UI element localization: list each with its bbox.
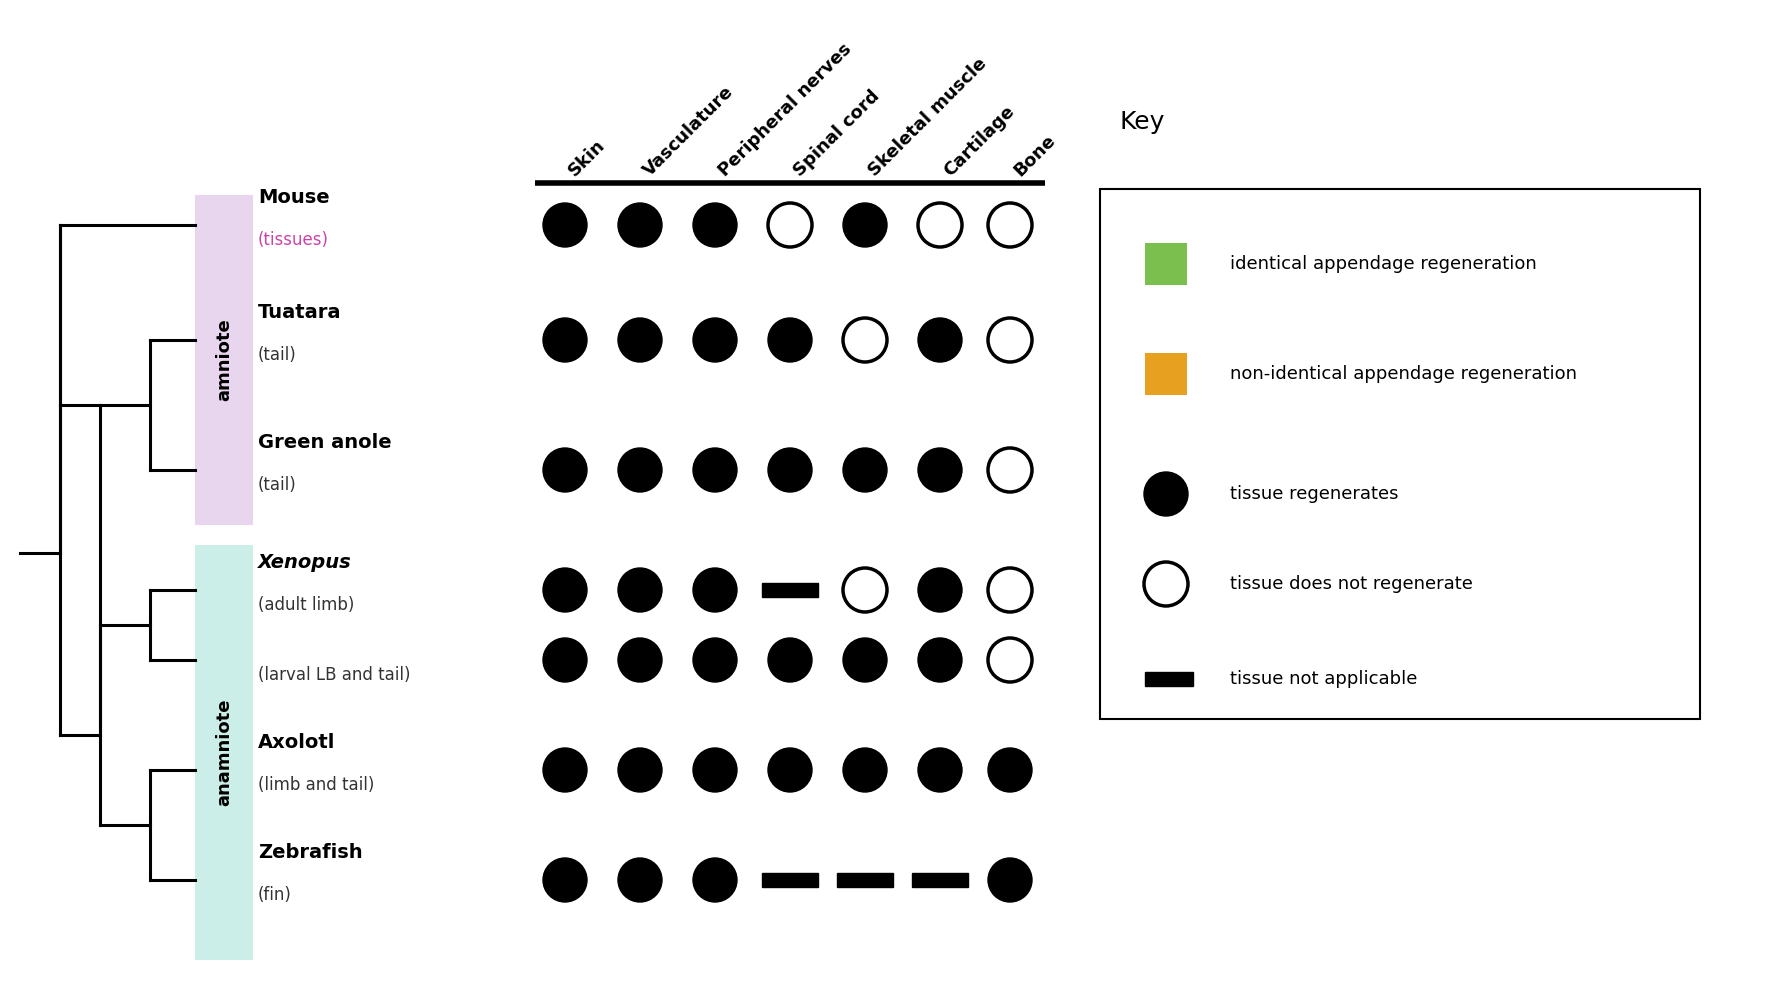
Circle shape [843,638,887,682]
Text: Tuatara: Tuatara [258,303,342,322]
Circle shape [1143,562,1188,606]
Bar [837,873,894,887]
Circle shape [543,318,588,362]
Circle shape [543,568,588,612]
Text: tissue does not regenerate: tissue does not regenerate [1230,575,1473,593]
Circle shape [543,203,588,247]
Bar [195,545,253,960]
Text: (adult limb): (adult limb) [258,596,354,614]
Circle shape [543,448,588,492]
Bar [1145,672,1193,686]
Bar [912,873,968,887]
Text: tissue regenerates: tissue regenerates [1230,485,1398,503]
Circle shape [919,318,963,362]
Bar [1145,353,1188,395]
Circle shape [988,448,1032,492]
Text: Vasculature: Vasculature [641,83,738,180]
Text: (limb and tail): (limb and tail) [258,776,375,794]
Circle shape [618,638,662,682]
Text: Peripheral nerves: Peripheral nerves [715,40,855,180]
Circle shape [919,568,963,612]
Text: Skin: Skin [565,136,609,180]
Text: Xenopus: Xenopus [258,553,352,572]
Circle shape [543,748,588,792]
Circle shape [543,638,588,682]
Circle shape [843,448,887,492]
Bar [1099,189,1699,719]
Circle shape [919,203,963,247]
Text: anamniote: anamniote [214,699,234,806]
Circle shape [919,748,963,792]
Circle shape [988,858,1032,902]
Circle shape [694,748,736,792]
Circle shape [618,203,662,247]
Text: non-identical appendage regeneration: non-identical appendage regeneration [1230,365,1577,383]
Circle shape [988,318,1032,362]
Bar [763,583,818,597]
Text: (fin): (fin) [258,886,292,904]
Circle shape [843,748,887,792]
Circle shape [618,568,662,612]
Circle shape [543,858,588,902]
Text: amniote: amniote [214,318,234,402]
Circle shape [843,318,887,362]
Circle shape [768,638,812,682]
Circle shape [694,638,736,682]
Text: Spinal cord: Spinal cord [789,87,883,180]
Circle shape [768,448,812,492]
Circle shape [768,748,812,792]
Circle shape [988,568,1032,612]
Text: (tissues): (tissues) [258,231,329,249]
Text: identical appendage regeneration: identical appendage regeneration [1230,255,1536,273]
Circle shape [988,748,1032,792]
Circle shape [618,748,662,792]
Circle shape [694,318,736,362]
Circle shape [618,318,662,362]
Text: Mouse: Mouse [258,188,329,207]
Text: tissue not applicable: tissue not applicable [1230,670,1418,688]
Circle shape [694,568,736,612]
Circle shape [694,203,736,247]
Text: Bone: Bone [1011,132,1058,180]
Text: Green anole: Green anole [258,433,391,452]
Bar [763,873,818,887]
Circle shape [843,203,887,247]
Text: Skeletal muscle: Skeletal muscle [866,54,991,180]
Circle shape [768,318,812,362]
Text: Axolotl: Axolotl [258,733,335,752]
Circle shape [694,858,736,902]
Text: Zebrafish: Zebrafish [258,843,363,862]
Text: (tail): (tail) [258,476,297,494]
Text: Cartilage: Cartilage [940,102,1018,180]
Bar [1145,243,1188,285]
Circle shape [618,858,662,902]
Circle shape [768,203,812,247]
Text: Key: Key [1120,110,1165,134]
Text: (tail): (tail) [258,346,297,364]
Circle shape [1143,472,1188,516]
Text: (larval LB and tail): (larval LB and tail) [258,666,411,684]
Circle shape [843,568,887,612]
Circle shape [618,448,662,492]
Circle shape [988,638,1032,682]
Circle shape [919,448,963,492]
Circle shape [988,203,1032,247]
Circle shape [694,448,736,492]
Circle shape [919,638,963,682]
Bar [195,195,253,525]
